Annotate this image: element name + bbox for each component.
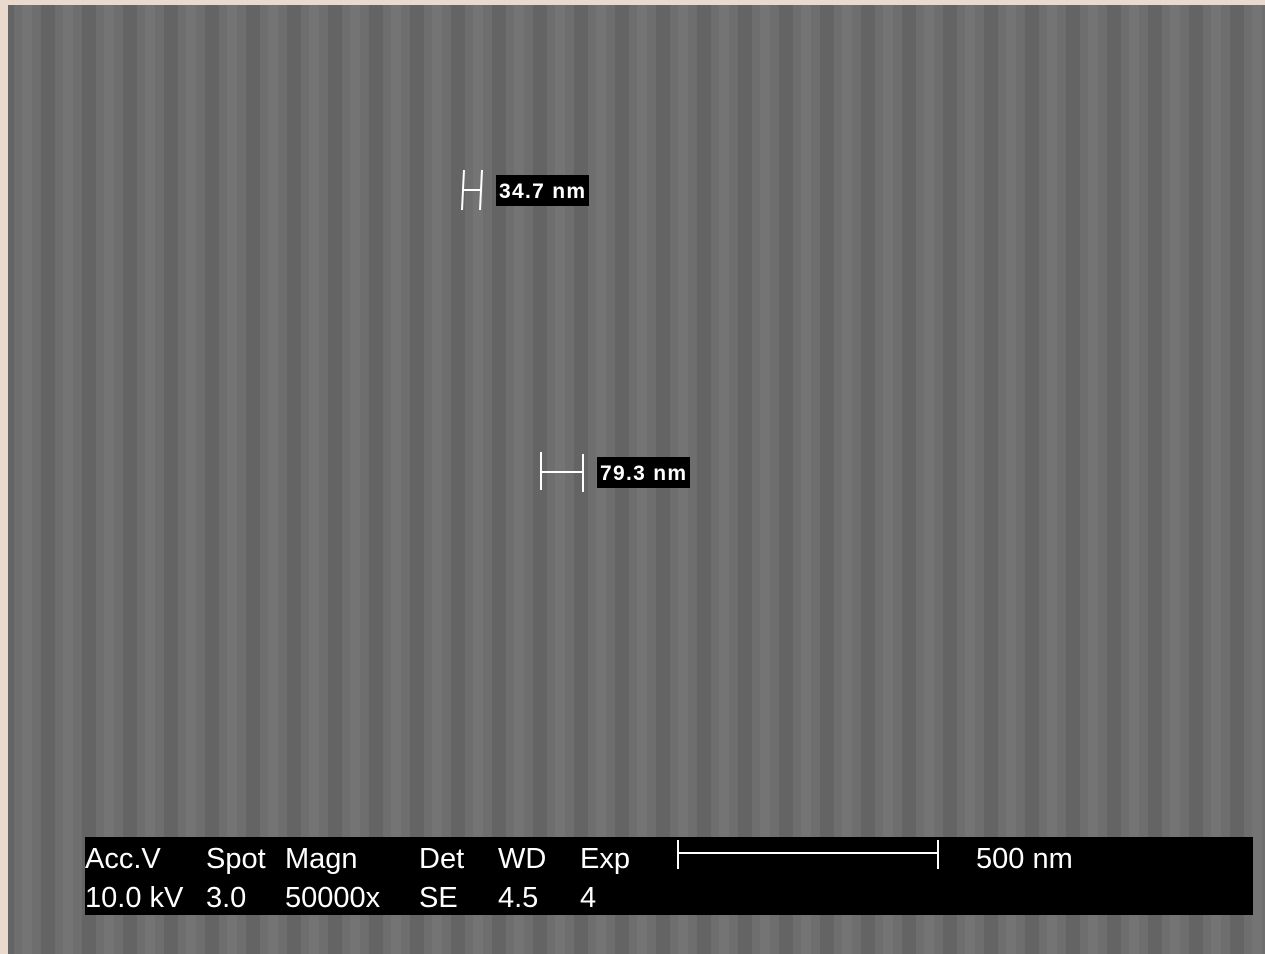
measurement-label: 79.3 nm bbox=[600, 462, 686, 485]
info-text: 4 bbox=[580, 882, 596, 914]
info-bar: 500 nm Acc.V Spot Magn Det WD Exp 10.0 kV 3.0 50… bbox=[85, 837, 1253, 915]
page: 34.7 nm 79.3 nm 500 nm Acc.V Spot Magn Det W… bbox=[0, 0, 1265, 954]
info-text: SE bbox=[419, 882, 458, 914]
info-text: 3.0 bbox=[206, 882, 246, 914]
info-text: Acc.V bbox=[85, 843, 161, 875]
info-text: Magn bbox=[285, 843, 358, 875]
info-text: 50000x bbox=[285, 882, 381, 914]
info-text: Exp bbox=[580, 843, 630, 875]
measurement-label: 34.7 nm bbox=[499, 180, 585, 203]
info-text: Det bbox=[419, 843, 464, 875]
info-text: 4.5 bbox=[498, 882, 538, 914]
micrograph: 34.7 nm 79.3 nm 500 nm Acc.V Spot Magn Det W… bbox=[0, 0, 1265, 954]
info-text: WD bbox=[498, 843, 546, 875]
info-text: Spot bbox=[206, 843, 266, 875]
scale-label: 500 nm bbox=[976, 843, 1073, 875]
info-text: 10.0 kV bbox=[85, 882, 184, 914]
measurement-1: 34.7 nm bbox=[462, 170, 589, 210]
